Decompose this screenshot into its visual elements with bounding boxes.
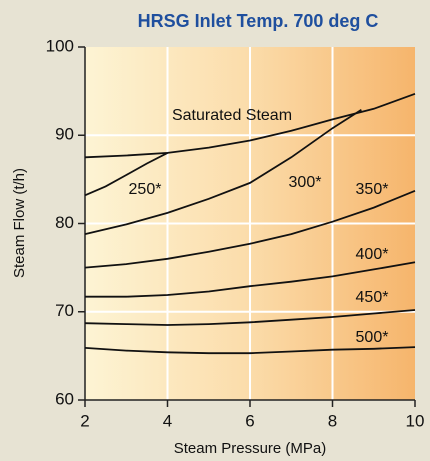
curve-label: 250* [129, 181, 162, 198]
curve [84, 309, 416, 326]
curve-label: 350* [356, 181, 389, 198]
curve [84, 189, 416, 269]
y-tick-label: 60 [55, 389, 74, 408]
curve [84, 92, 416, 159]
x-tick-label: 8 [328, 411, 337, 430]
x-tick-label: 6 [245, 411, 254, 430]
curve-label: 500* [356, 329, 389, 346]
x-tick-label: 2 [80, 411, 89, 430]
y-tick-label: 90 [55, 125, 74, 144]
curve-label: Saturated Steam [172, 107, 292, 124]
x-tick-label: 4 [163, 411, 172, 430]
x-axis-label: Steam Pressure (MPa) [174, 440, 327, 457]
curve-label: 300* [289, 174, 322, 191]
curve-label: 400* [356, 246, 389, 263]
curve [84, 152, 168, 197]
curve [84, 108, 362, 235]
curve-label: 450* [356, 289, 389, 306]
curve [84, 346, 416, 355]
y-tick-label: 80 [55, 213, 74, 232]
x-tick-label: 10 [406, 411, 425, 430]
chart-title: HRSG Inlet Temp. 700 deg C [138, 11, 379, 31]
y-axis-label: Steam Flow (t/h) [11, 168, 28, 278]
y-tick-label: 70 [55, 301, 74, 320]
curve [85, 261, 416, 298]
y-tick-label: 100 [46, 36, 74, 55]
